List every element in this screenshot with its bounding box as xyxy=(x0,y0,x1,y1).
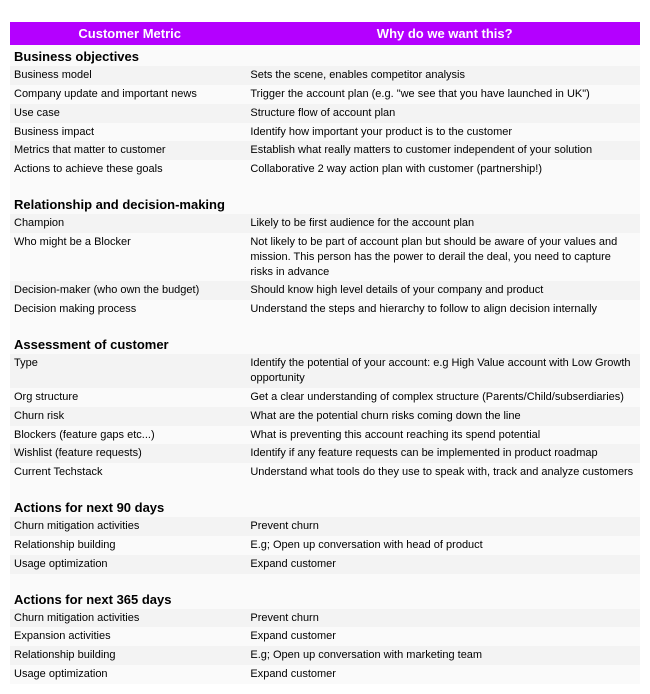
section-spacer xyxy=(10,179,640,193)
section-title: Business objectives xyxy=(10,45,640,66)
table-row: Decision making processUnderstand the st… xyxy=(10,300,640,319)
metric-cell: Blockers (feature gaps etc...) xyxy=(14,428,250,443)
metric-cell: Actions to achieve these goals xyxy=(14,162,250,177)
why-cell: Should know high level details of your c… xyxy=(250,283,636,298)
why-cell: E.g; Open up conversation with marketing… xyxy=(250,648,636,663)
metric-cell: Usage optimization xyxy=(14,557,250,572)
metric-cell: Use case xyxy=(14,106,250,121)
why-cell: Understand what tools do they use to spe… xyxy=(250,465,636,480)
table-row: TypeIdentify the potential of your accou… xyxy=(10,354,640,388)
metric-cell: Churn mitigation activities xyxy=(14,611,250,626)
why-cell: Not likely to be part of account plan bu… xyxy=(250,235,636,280)
metric-cell: Relationship building xyxy=(14,648,250,663)
metric-cell: Decision making process xyxy=(14,302,250,317)
top-gap xyxy=(0,0,650,16)
why-cell: Expand customer xyxy=(250,557,636,572)
why-cell: Expand customer xyxy=(250,667,636,682)
table-row: Churn mitigation activitiesPrevent churn xyxy=(10,517,640,536)
why-cell: Identify if any feature requests can be … xyxy=(250,446,636,461)
why-cell: Identify how important your product is t… xyxy=(250,125,636,140)
why-cell: Identify the potential of your account: … xyxy=(250,356,636,386)
metric-cell: Business impact xyxy=(14,125,250,140)
table-row: Blockers (feature gaps etc...)What is pr… xyxy=(10,426,640,445)
why-cell: Sets the scene, enables competitor analy… xyxy=(250,68,636,83)
header-right: Why do we want this? xyxy=(249,26,640,41)
why-cell: Structure flow of account plan xyxy=(250,106,636,121)
why-cell: Establish what really matters to custome… xyxy=(250,143,636,158)
table-row: Decision-maker (who own the budget)Shoul… xyxy=(10,281,640,300)
table-row: Use caseStructure flow of account plan xyxy=(10,104,640,123)
metric-cell: Expansion activities xyxy=(14,629,250,644)
metric-cell: Business model xyxy=(14,68,250,83)
header-row: Customer Metric Why do we want this? xyxy=(10,22,640,45)
table-row: Who might be a BlockerNot likely to be p… xyxy=(10,233,640,282)
metric-cell: Who might be a Blocker xyxy=(14,235,250,250)
section-title: Assessment of customer xyxy=(10,333,640,354)
metric-cell: Org structure xyxy=(14,390,250,405)
metric-cell: Metrics that matter to customer xyxy=(14,143,250,158)
table-row: Business modelSets the scene, enables co… xyxy=(10,66,640,85)
metric-cell: Relationship building xyxy=(14,538,250,553)
metric-cell: Champion xyxy=(14,216,250,231)
section-title: Relationship and decision-making xyxy=(10,193,640,214)
table-row: Actions to achieve these goalsCollaborat… xyxy=(10,160,640,179)
section-spacer xyxy=(10,574,640,588)
table-row: Churn riskWhat are the potential churn r… xyxy=(10,407,640,426)
why-cell: Expand customer xyxy=(250,629,636,644)
table-row: Org structureGet a clear understanding o… xyxy=(10,388,640,407)
why-cell: Understand the steps and hierarchy to fo… xyxy=(250,302,636,317)
table-row: Relationship buildingE.g; Open up conver… xyxy=(10,646,640,665)
table-row: Expansion activitiesExpand customer xyxy=(10,627,640,646)
section-spacer xyxy=(10,319,640,333)
table-row: Metrics that matter to customerEstablish… xyxy=(10,141,640,160)
why-cell: Trigger the account plan (e.g. "we see t… xyxy=(250,87,636,102)
why-cell: E.g; Open up conversation with head of p… xyxy=(250,538,636,553)
why-cell: Get a clear understanding of complex str… xyxy=(250,390,636,405)
table-row: Company update and important newsTrigger… xyxy=(10,85,640,104)
section-title: Actions for next 365 days xyxy=(10,588,640,609)
why-cell: Likely to be first audience for the acco… xyxy=(250,216,636,231)
why-cell: What are the potential churn risks comin… xyxy=(250,409,636,424)
metric-cell: Wishlist (feature requests) xyxy=(14,446,250,461)
section-title: Actions for next 90 days xyxy=(10,496,640,517)
why-cell: Collaborative 2 way action plan with cus… xyxy=(250,162,636,177)
metric-cell: Churn mitigation activities xyxy=(14,519,250,534)
why-cell: Prevent churn xyxy=(250,611,636,626)
metric-cell: Type xyxy=(14,356,250,371)
metric-cell: Company update and important news xyxy=(14,87,250,102)
table-row: Usage optimizationExpand customer xyxy=(10,555,640,574)
table-row: Business impactIdentify how important yo… xyxy=(10,123,640,142)
metric-cell: Usage optimization xyxy=(14,667,250,682)
sections: Business objectivesBusiness modelSets th… xyxy=(10,45,640,684)
why-cell: Prevent churn xyxy=(250,519,636,534)
metric-cell: Current Techstack xyxy=(14,465,250,480)
why-cell: What is preventing this account reaching… xyxy=(250,428,636,443)
table-row: Wishlist (feature requests)Identify if a… xyxy=(10,444,640,463)
table-row: ChampionLikely to be first audience for … xyxy=(10,214,640,233)
section-spacer xyxy=(10,482,640,496)
table-row: Relationship buildingE.g; Open up conver… xyxy=(10,536,640,555)
table-row: Usage optimizationExpand customer xyxy=(10,665,640,684)
metric-cell: Decision-maker (who own the budget) xyxy=(14,283,250,298)
table-container: Customer Metric Why do we want this? Bus… xyxy=(0,16,650,694)
header-left: Customer Metric xyxy=(10,26,249,41)
metric-cell: Churn risk xyxy=(14,409,250,424)
table-row: Current TechstackUnderstand what tools d… xyxy=(10,463,640,482)
table-row: Churn mitigation activitiesPrevent churn xyxy=(10,609,640,628)
